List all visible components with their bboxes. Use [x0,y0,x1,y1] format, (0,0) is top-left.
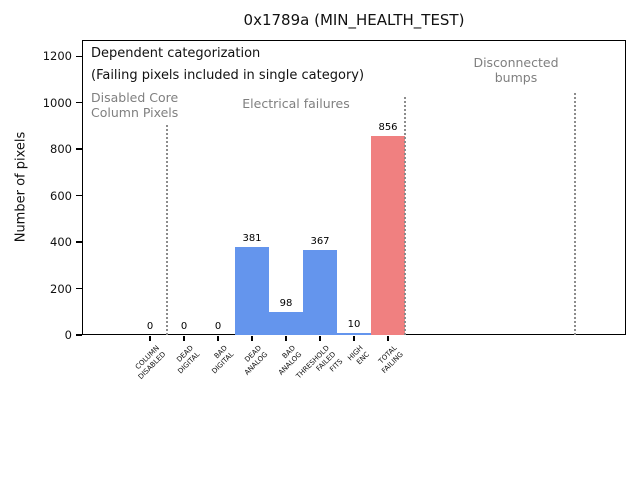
y-tick-mark [76,55,82,57]
y-axis-label: Number of pixels [13,131,29,243]
x-tick-mark [217,336,219,341]
bar-value-label: 381 [242,232,262,244]
bar [303,249,337,335]
region-separator [166,125,168,335]
bar-value-label: 0 [180,321,188,332]
region-separator [404,97,406,335]
y-tick-mark [76,241,82,243]
x-tick-mark [387,336,389,341]
bar [337,332,371,335]
x-tick-label: THRESHOLD FAILED FITS [294,344,345,381]
y-tick-label: 400 [50,235,72,250]
x-tick-label: TOTAL FAILING [377,344,406,376]
annotation-disabled-core-column-pixels: Disabled Core Column Pixels [91,90,179,120]
bar-value-label: 98 [279,298,293,310]
x-tick-mark [353,336,355,341]
y-tick-mark [76,194,82,197]
y-tick-label: 1000 [42,95,72,110]
annotation-disconnected-bumps: Disconnected bumps [473,55,559,85]
bar-value-label: 0 [214,321,222,332]
plot-area [82,40,626,335]
y-tick-label: 1200 [42,49,72,64]
x-tick-label: DEAD DIGITAL [174,344,202,376]
y-tick-mark [76,334,82,336]
x-tick-mark [319,336,321,341]
region-separator [574,93,576,335]
annotation-electrical-failures: Electrical failures [242,96,350,111]
y-tick-label: 200 [50,281,72,296]
bar-value-label: 10 [347,318,361,330]
x-tick-label: DEAD ANALOG [242,344,270,378]
x-tick-mark [285,336,287,341]
y-tick-label: 600 [50,188,72,203]
y-tick-mark [76,287,82,290]
bar-value-label: 856 [378,122,398,134]
x-tick-mark [149,336,151,341]
x-tick-label: COLUMN DISABLED [133,344,168,382]
x-tick-mark [183,336,185,341]
bar [371,136,405,335]
y-tick-label: 0 [64,328,72,342]
annotation-dependent-categorization: Dependent categorization [91,46,261,61]
bar [269,312,303,335]
bar [235,246,269,335]
x-tick-mark [251,336,253,341]
y-tick-mark [76,148,82,150]
x-tick-label: BAD DIGITAL [210,344,236,376]
annotation-failing-note: (Failing pixels included in single categ… [91,68,365,83]
x-tick-label: HIGH ENC [346,344,372,367]
bar-value-label: 367 [310,235,330,247]
chart-title: 0x1789a (MIN_HEALTH_TEST) [243,11,465,29]
y-tick-label: 800 [50,142,72,157]
bar-value-label: 0 [146,321,154,332]
y-tick-mark [76,102,82,104]
